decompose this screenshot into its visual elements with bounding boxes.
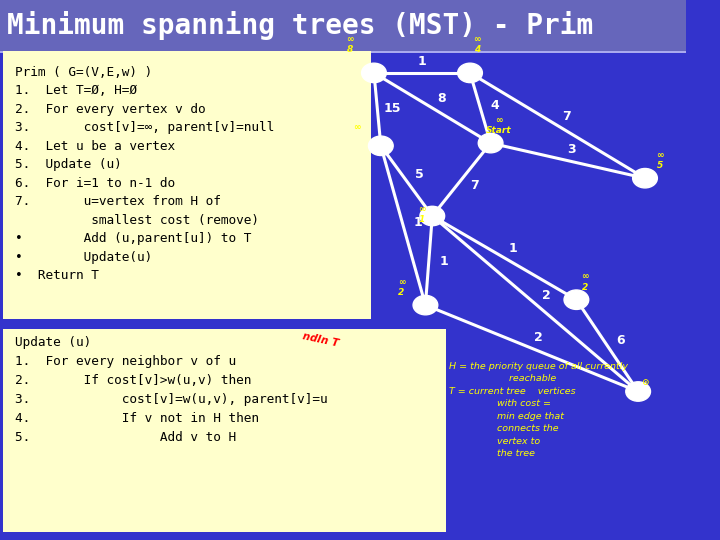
Text: 3: 3: [567, 143, 576, 156]
Circle shape: [413, 295, 438, 315]
Circle shape: [420, 206, 445, 226]
Text: 2: 2: [542, 289, 551, 302]
Text: 1: 1: [418, 55, 426, 68]
Text: 4: 4: [490, 99, 500, 112]
Text: 7: 7: [562, 110, 571, 123]
FancyBboxPatch shape: [0, 51, 686, 53]
Text: 1: 1: [509, 242, 518, 255]
Text: ⊙: ⊙: [642, 379, 649, 387]
Text: ∞: ∞: [353, 124, 361, 132]
Text: ∞
2: ∞ 2: [397, 278, 405, 297]
Text: Minimum spanning trees (MST) - Prim: Minimum spanning trees (MST) - Prim: [7, 11, 593, 40]
Text: ∞
4: ∞ 4: [473, 35, 481, 54]
Circle shape: [369, 136, 393, 156]
Circle shape: [478, 133, 503, 153]
Text: ∞
8: ∞ 8: [346, 35, 354, 54]
Text: ∞
2: ∞ 2: [581, 272, 588, 292]
Text: ∞
5: ∞ 5: [657, 151, 664, 170]
Circle shape: [626, 382, 650, 401]
FancyBboxPatch shape: [4, 329, 446, 532]
Text: 5: 5: [415, 168, 424, 181]
Circle shape: [633, 168, 657, 188]
Text: ndIn T: ndIn T: [302, 331, 340, 349]
Text: 8: 8: [437, 92, 446, 105]
Text: H = the priority queue of all currently
                    reachable
T = curren: H = the priority queue of all currently …: [449, 362, 629, 458]
Text: 2: 2: [534, 331, 543, 344]
Text: 1: 1: [439, 255, 449, 268]
FancyBboxPatch shape: [0, 0, 686, 51]
Text: Prim ( G=(V,E,w) )
1.  Let T=Ø, H=Ø
2.  For every vertex v do
3.       cost[v]=∞: Prim ( G=(V,E,w) ) 1. Let T=Ø, H=Ø 2. Fo…: [15, 66, 274, 282]
Circle shape: [361, 63, 387, 83]
Text: 15: 15: [384, 102, 401, 115]
Text: ∞
1: ∞ 1: [418, 205, 426, 224]
Text: Update (u)
1.  For every neighbor v of u
2.       If cost[v]>w(u,v) then
3.     : Update (u) 1. For every neighbor v of u …: [15, 336, 328, 444]
Text: 1: 1: [413, 217, 422, 230]
Circle shape: [564, 290, 589, 309]
FancyBboxPatch shape: [4, 51, 371, 319]
Circle shape: [458, 63, 482, 83]
Text: 6: 6: [616, 334, 625, 347]
Text: 7: 7: [470, 179, 479, 192]
Text: ∞
Start: ∞ Start: [486, 116, 512, 135]
